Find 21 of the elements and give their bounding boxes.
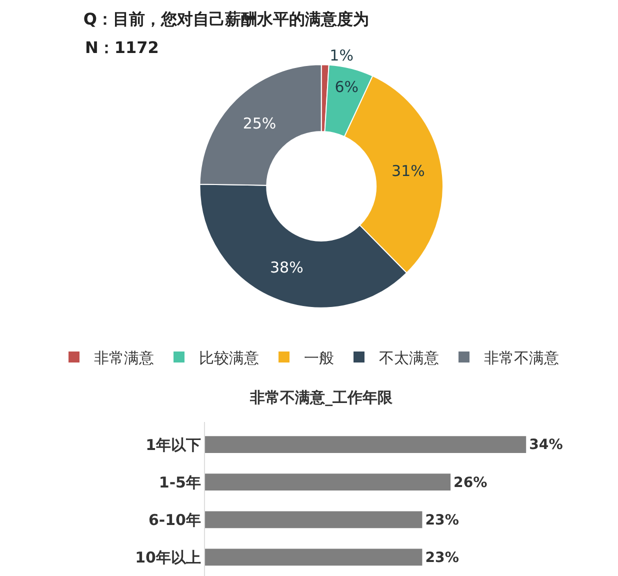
- y-tick-label: 1年以下: [146, 436, 201, 454]
- data-label: 26%: [454, 474, 488, 491]
- data-label: 34%: [529, 437, 563, 454]
- legend-label: 非常满意: [94, 348, 154, 367]
- data-label: 1%: [330, 46, 354, 65]
- chart-title: Q：目前，您对自己薪酬水平的满意度为: [83, 10, 370, 28]
- y-tick-label: 1-5年: [158, 473, 201, 492]
- data-label: 31%: [392, 162, 425, 180]
- y-tick-label: 10年以上: [135, 548, 201, 566]
- data-label: 6%: [334, 78, 359, 96]
- legend-label: 一般: [304, 348, 334, 367]
- chart-subtitle: N：1172: [85, 38, 159, 57]
- data-label: 38%: [270, 258, 304, 276]
- data-label: 23%: [425, 512, 459, 528]
- data-label: 23%: [425, 550, 459, 566]
- legend-label: 比较满意: [199, 348, 259, 367]
- legend-label: 不太满意: [379, 348, 439, 367]
- y-tick-label: 6-10年: [148, 510, 201, 529]
- chart-title: 非常不满意_工作年限: [249, 388, 394, 406]
- legend-label: 非常不满意: [484, 348, 559, 367]
- data-label: 25%: [242, 114, 276, 132]
